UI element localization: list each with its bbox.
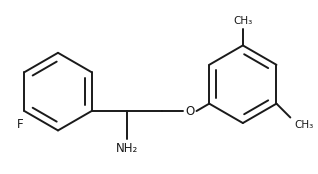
Text: F: F — [17, 118, 23, 131]
Text: O: O — [185, 105, 194, 117]
Text: NH₂: NH₂ — [116, 141, 138, 155]
Text: CH₃: CH₃ — [233, 16, 252, 26]
Text: CH₃: CH₃ — [294, 120, 313, 130]
